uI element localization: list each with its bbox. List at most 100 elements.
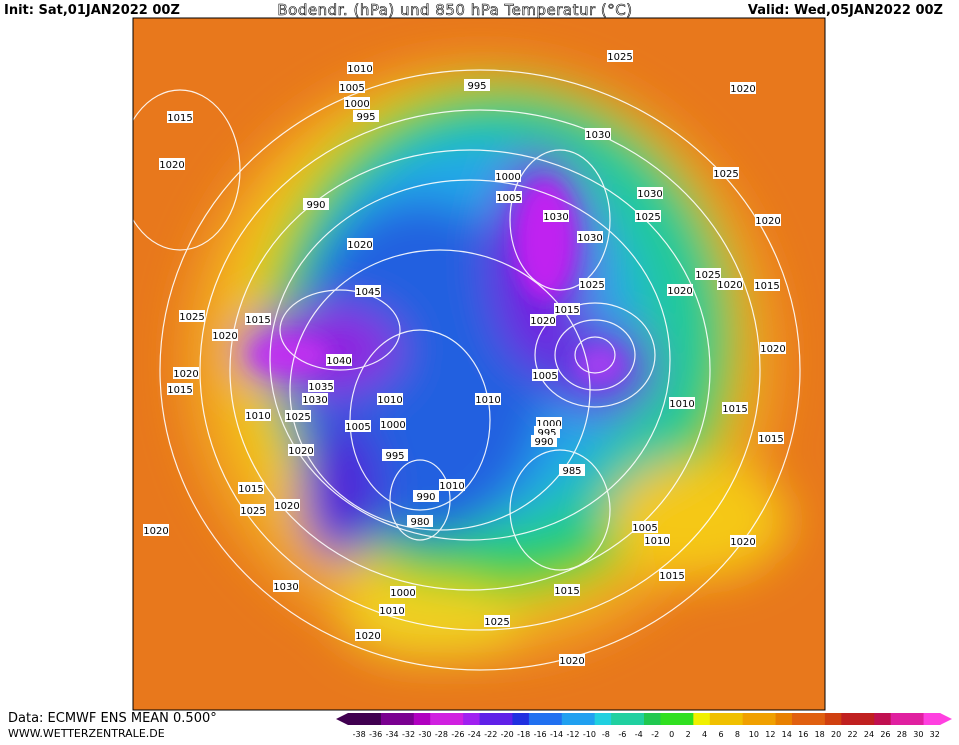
colorbar-tick-label: -20 bbox=[501, 730, 514, 739]
isobar-label: 1015 bbox=[659, 571, 684, 582]
isobar-label: 1000 bbox=[390, 588, 415, 599]
website: WWW.WETTERZENTRALE.DE bbox=[8, 727, 165, 740]
colorbar-swatch bbox=[463, 713, 481, 725]
colorbar-tick-label: 30 bbox=[913, 730, 923, 739]
isobar-label: 995 bbox=[356, 112, 375, 123]
isobar-label-box bbox=[407, 515, 433, 527]
isobar-label: 1005 bbox=[532, 371, 557, 382]
colorbar-tick-label: 20 bbox=[831, 730, 841, 739]
colorbar-tick-label: -26 bbox=[451, 730, 464, 739]
isobar-label-box bbox=[717, 278, 743, 290]
colorbar-swatch bbox=[660, 713, 678, 725]
colorbar-swatch bbox=[528, 713, 546, 725]
isobar-label-box bbox=[390, 586, 416, 598]
isobar-label-box bbox=[635, 210, 661, 222]
colorbar-swatch bbox=[709, 713, 727, 725]
colorbar-swatch bbox=[413, 713, 431, 725]
map-title: Bodendr. (hPa) und 850 hPa Temperatur (°… bbox=[277, 1, 632, 19]
colorbar-tick-label: 22 bbox=[847, 730, 857, 739]
isobar-label: 1020 bbox=[730, 84, 755, 95]
isobar-label-box bbox=[439, 479, 465, 491]
isobar-label-box bbox=[559, 654, 585, 666]
isobar-label: 1005 bbox=[345, 422, 370, 433]
isobar-label: 1010 bbox=[379, 606, 404, 617]
isobar-label: 1025 bbox=[179, 312, 204, 323]
isobar-label: 990 bbox=[534, 437, 553, 448]
isobar-label-box bbox=[632, 521, 658, 533]
isobar-label: 1020 bbox=[274, 501, 299, 512]
isobar-label-box bbox=[607, 50, 633, 62]
isobar-label: 1025 bbox=[695, 270, 720, 281]
colorbar-tick-label: -14 bbox=[550, 730, 563, 739]
isobar-label-box bbox=[339, 81, 365, 93]
colorbar-tick-label: -8 bbox=[602, 730, 610, 739]
isobar-label: 1025 bbox=[484, 617, 509, 628]
colorbar-tick-label: -10 bbox=[583, 730, 596, 739]
isobar-label-box bbox=[554, 303, 580, 315]
isobar-label: 1000 bbox=[495, 172, 520, 183]
colorbar-tick-label: 10 bbox=[749, 730, 759, 739]
colorbar-tick-label: -30 bbox=[418, 730, 431, 739]
isobar-label: 1030 bbox=[302, 395, 327, 406]
colorbar-swatch bbox=[348, 713, 365, 725]
temperature-field bbox=[133, 18, 825, 710]
isobar-label: 1030 bbox=[577, 233, 602, 244]
colorbar-swatch bbox=[742, 713, 760, 725]
isobar-label: 1010 bbox=[475, 395, 500, 406]
init-time: Init: Sat,01JAN2022 00Z bbox=[4, 3, 180, 18]
colorbar-tick-label: -22 bbox=[484, 730, 497, 739]
colorbar-tick-label: -36 bbox=[369, 730, 382, 739]
isobar-label-box bbox=[585, 128, 611, 140]
colorbar-swatch bbox=[808, 713, 826, 725]
isobar-label: 995 bbox=[467, 81, 486, 92]
colorbar-swatch bbox=[397, 713, 415, 725]
isobar-label: 1020 bbox=[559, 656, 584, 667]
isobar-label: 1020 bbox=[288, 446, 313, 457]
colorbar-swatch bbox=[430, 713, 448, 725]
colorbar-swatch bbox=[676, 713, 694, 725]
colorbar-tick-label: 0 bbox=[669, 730, 674, 739]
isobar-label-box bbox=[659, 569, 685, 581]
isobar-label-box bbox=[532, 369, 558, 381]
isobar-label-box bbox=[143, 524, 169, 536]
isobar-label: 1020 bbox=[212, 331, 237, 342]
isobar-label: 1010 bbox=[377, 395, 402, 406]
isobar-label: 1010 bbox=[644, 536, 669, 547]
isobar-label-box bbox=[382, 449, 408, 461]
isobar-label: 1015 bbox=[554, 586, 579, 597]
isobar-label-box bbox=[173, 367, 199, 379]
isobar-label-box bbox=[303, 198, 329, 210]
colorbar-swatch bbox=[446, 713, 464, 725]
isobar-label: 1005 bbox=[632, 523, 657, 534]
isobar-label-box bbox=[167, 111, 193, 123]
map-frame bbox=[132, 17, 826, 711]
isobar-label-box bbox=[530, 314, 556, 326]
colorbar-swatch bbox=[594, 713, 612, 725]
isobar-label: 980 bbox=[410, 517, 429, 528]
isobar-label-box bbox=[484, 615, 510, 627]
isobar-label: 1025 bbox=[713, 169, 738, 180]
isobar-label: 1030 bbox=[637, 189, 662, 200]
isobar-label: 1000 bbox=[380, 420, 405, 431]
isobar-label-box bbox=[355, 629, 381, 641]
isobar-label: 990 bbox=[306, 200, 325, 211]
isobar-label-box bbox=[475, 393, 501, 405]
colorbar-tick-label: 12 bbox=[765, 730, 775, 739]
isobar-label-box bbox=[167, 383, 193, 395]
isobar-label-box bbox=[179, 310, 205, 322]
isobar-label-box bbox=[273, 580, 299, 592]
colorbar-swatch bbox=[824, 713, 842, 725]
isobar-label-box bbox=[355, 285, 381, 297]
isobar-label-box bbox=[288, 444, 314, 456]
colorbar-tick-label: -16 bbox=[534, 730, 547, 739]
isobar-label: 1030 bbox=[585, 130, 610, 141]
isobar-label-box bbox=[308, 380, 334, 392]
isobar-label: 1020 bbox=[730, 537, 755, 548]
isobar-label: 1015 bbox=[238, 484, 263, 495]
isobar-label-box bbox=[554, 584, 580, 596]
isobar-label: 1020 bbox=[355, 631, 380, 642]
colorbar-tick-label: 4 bbox=[702, 730, 707, 739]
colorbar-tick-label: -18 bbox=[517, 730, 530, 739]
isobar-label-box bbox=[345, 420, 371, 432]
isobar-label: 1005 bbox=[496, 193, 521, 204]
